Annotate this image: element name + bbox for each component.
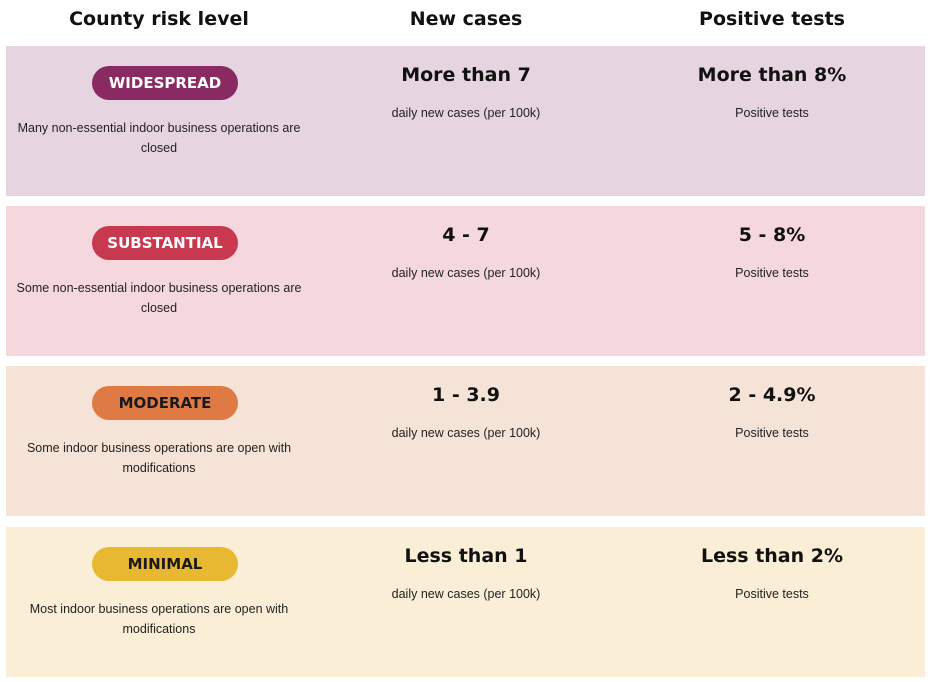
risk-row: SUBSTANTIAL Some non-essential indoor bus… [6, 206, 925, 356]
positive-tests-note: Positive tests [735, 266, 809, 280]
risk-description: Many non-essential indoor business opera… [17, 121, 301, 155]
positive-tests-value: Less than 2% [700, 545, 844, 567]
positive-tests-note: Positive tests [735, 426, 809, 440]
positive-tests-value: 2 - 4.9% [728, 384, 816, 406]
positive-tests-note: Positive tests [735, 106, 809, 120]
risk-badge: MINIMAL [92, 547, 238, 581]
column-header: New cases [409, 8, 523, 30]
risk-row: MODERATE Some indoor business operations … [6, 366, 925, 516]
risk-row: MINIMAL Most indoor business operations a… [6, 527, 925, 677]
new-cases-note: daily new cases (per 100k) [391, 106, 541, 120]
column-header: County risk level [69, 8, 249, 30]
positive-tests-note: Positive tests [735, 587, 809, 601]
new-cases-value: 4 - 7 [442, 224, 490, 246]
new-cases-note: daily new cases (per 100k) [391, 587, 541, 601]
risk-badge: WIDESPREAD [92, 66, 238, 100]
new-cases-value: More than 7 [401, 64, 531, 86]
positive-tests-value: More than 8% [697, 64, 847, 86]
risk-description: Some non-essential indoor business opera… [16, 281, 302, 315]
new-cases-value: 1 - 3.9 [432, 384, 500, 406]
risk-badge: MODERATE [92, 386, 238, 420]
risk-description: Most indoor business operations are open… [29, 602, 289, 636]
risk-row: WIDESPREAD Many non-essential indoor busi… [6, 46, 925, 196]
new-cases-value: Less than 1 [404, 545, 528, 567]
risk-description: Some indoor business operations are open… [26, 441, 292, 475]
new-cases-note: daily new cases (per 100k) [391, 266, 541, 280]
risk-badge: SUBSTANTIAL [92, 226, 238, 260]
positive-tests-value: 5 - 8% [738, 224, 806, 246]
column-header: Positive tests [699, 8, 845, 30]
new-cases-note: daily new cases (per 100k) [391, 426, 541, 440]
